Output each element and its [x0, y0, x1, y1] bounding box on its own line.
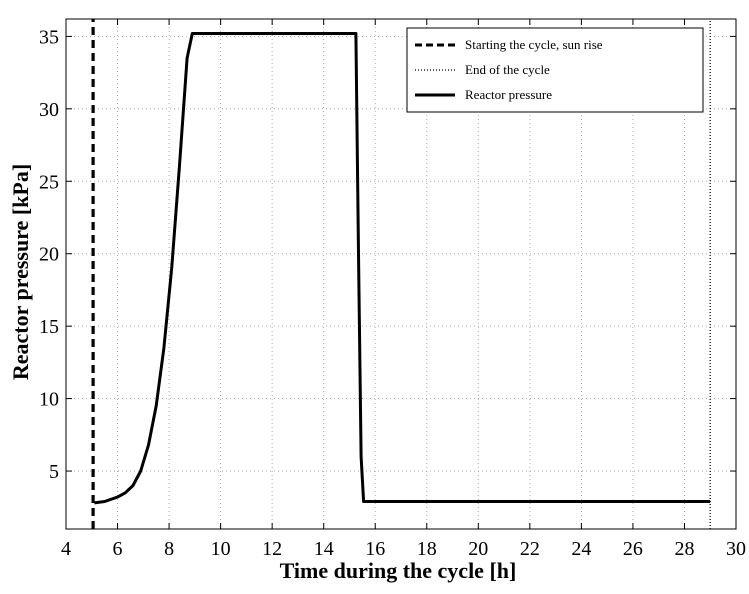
series-reactor-pressure — [94, 32, 711, 505]
y-tick-label: 15 — [39, 316, 59, 338]
y-tick-label: 35 — [39, 26, 59, 48]
y-tick-label: 5 — [49, 461, 59, 483]
y-tick-label: 25 — [39, 171, 59, 193]
x-tick-label: 6 — [113, 538, 123, 560]
y-axis-label: Reactor pressure [kPa] — [8, 164, 33, 380]
x-tick-label: 18 — [417, 538, 437, 560]
x-tick-label: 4 — [61, 538, 71, 560]
x-tick-label: 16 — [365, 538, 385, 560]
legend-box — [406, 27, 704, 113]
plot-frame — [65, 18, 737, 530]
x-tick-label: 30 — [726, 538, 746, 560]
series-lines — [91, 19, 711, 529]
y-tick-label: 30 — [39, 99, 59, 121]
legend: Starting the cycle, sun rise End of the … — [406, 27, 704, 113]
legend-label-end: End of the cycle — [465, 62, 550, 77]
x-axis-label: Time during the cycle [h] — [280, 558, 517, 583]
x-tick-label: 10 — [211, 538, 231, 560]
x-tick-label: 8 — [164, 538, 174, 560]
legend-label-pressure: Reactor pressure — [465, 87, 552, 102]
axis-ticks: 4 6 8 10 12 14 16 18 20 22 24 26 28 30 5 10 15 20 25 30 35 — [39, 19, 746, 560]
legend-label-start: Starting the cycle, sun rise — [465, 37, 603, 52]
x-tick-label: 26 — [623, 538, 643, 560]
x-tick-label: 12 — [262, 538, 282, 560]
x-tick-label: 14 — [314, 538, 334, 560]
y-tick-label: 10 — [39, 389, 59, 411]
x-tick-label: 22 — [520, 538, 540, 560]
x-tick-label: 20 — [468, 538, 488, 560]
y-tick-label: 20 — [39, 244, 59, 266]
x-tick-label: 24 — [571, 538, 591, 560]
x-tick-label: 28 — [674, 538, 694, 560]
